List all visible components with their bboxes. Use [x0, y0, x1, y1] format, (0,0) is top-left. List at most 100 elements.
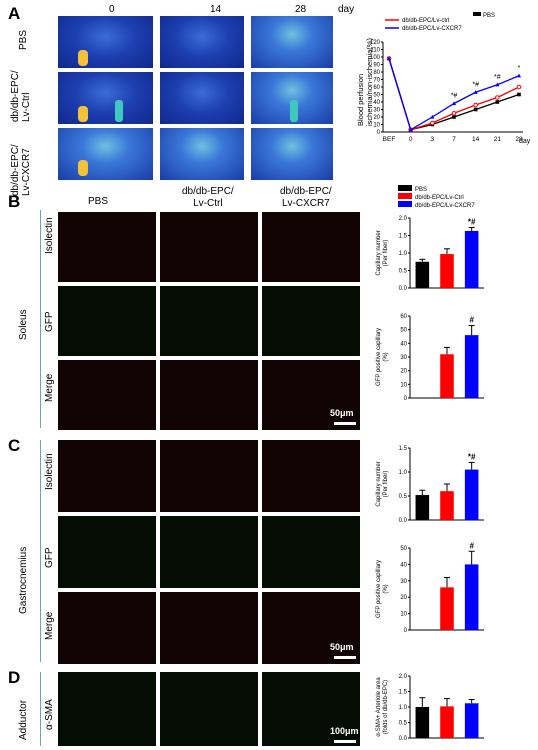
bar-chart-soleus-capillary: Capillary number(Per fiber) 0.0 0.5 1.0 1.5 2…	[376, 216, 484, 292]
scale-bar-d	[334, 740, 356, 743]
scale-bar-label-d: 100μm	[330, 726, 359, 736]
y-tick-label: 40	[400, 562, 407, 568]
data-point	[387, 56, 391, 61]
y-tick-label: 0	[404, 396, 408, 402]
y-tick-label: 50	[373, 93, 380, 99]
bar-chart-gastro-capillary: Capillary number(Per fiber) 0.0 0.5 1.0 1.5 *…	[376, 446, 484, 524]
ylabel-line: α-SMA+ Arteriole area	[376, 677, 382, 737]
y-tick-label: 2.0	[399, 216, 408, 222]
significance-annotation: #	[469, 541, 474, 550]
micrograph-sma-ctrl	[160, 672, 258, 746]
ylabel-line: Capillary number	[376, 461, 382, 506]
y-tick-label: 1.5	[399, 446, 408, 452]
y-tick-label: 10	[373, 123, 380, 129]
data-point	[430, 114, 435, 119]
bar-chart-gastro-gfp: GFP positive capillary(%) 0 10 20 30 40 50 #	[376, 541, 484, 634]
micrograph-isolectin-pbs	[58, 440, 156, 512]
y-tick-label: 120	[370, 40, 381, 46]
tissue-bracket	[40, 672, 41, 746]
column-label-pbs: PBS	[88, 196, 109, 207]
significance-annotation: *#	[468, 452, 476, 461]
micrograph-merge-pbs	[58, 592, 156, 664]
y-tick-label: 0.5	[399, 721, 408, 727]
data-point	[517, 73, 521, 78]
day-label-0: 0	[109, 4, 115, 15]
x-tick-label: 14	[472, 136, 480, 143]
y-tick-label: 20	[400, 369, 407, 375]
y-tick-label: 40	[400, 341, 407, 347]
bar-0	[415, 261, 430, 288]
significance-annotation: #	[469, 316, 474, 325]
legend-swatch-ctrl	[398, 193, 412, 199]
bar-chart-ylabel: Capillary number(Per fiber)	[376, 461, 389, 506]
panel-letter-a: A	[8, 4, 21, 23]
y-tick-label: 10	[400, 612, 407, 618]
y-tick-label: 60	[373, 85, 380, 91]
legend-label-cxcr7: db/db-EPC/Lv-CXCR7	[402, 26, 462, 32]
y-tick-label: 50	[400, 328, 407, 334]
scale-bar-label-c: 50μm	[330, 642, 354, 652]
legend-label-pbs: PBS	[483, 13, 495, 19]
bar-1	[440, 254, 454, 288]
day-label-14: 14	[210, 4, 222, 15]
tissue-label-soleus: Soleus	[18, 309, 29, 340]
bar-2	[464, 469, 479, 520]
foot-hotspot	[78, 106, 88, 122]
data-point	[516, 84, 522, 90]
micrograph-merge-ctrl	[160, 360, 258, 430]
data-point	[495, 95, 500, 100]
bar-2	[464, 335, 479, 398]
y-tick-label: 20	[400, 595, 407, 601]
scale-bar-c	[334, 656, 356, 659]
line-chart-xlabel: day	[519, 138, 531, 145]
ylabel-line: (%)	[383, 584, 389, 593]
legend-label-ctrl: db/db-EPC/Lv-ctrl	[402, 18, 449, 24]
y-tick-label: 10	[400, 382, 407, 388]
micrograph-gfp-ctrl	[160, 516, 258, 588]
data-point	[473, 107, 478, 112]
y-tick-label: 2.0	[399, 674, 408, 680]
scale-bar-b	[334, 422, 356, 425]
micrograph-sma-pbs	[58, 672, 156, 746]
x-tick-label: 7	[452, 136, 456, 143]
panel-a-row-ctrl: db/db-EPC/ Lv-Ctrl	[10, 70, 32, 122]
thermal-image-ctrl-day14	[160, 72, 244, 124]
y-tick-label: 0.0	[399, 736, 408, 742]
micrograph-sma-cxcr7	[262, 672, 360, 746]
ylabel-line: Capillary number	[376, 230, 382, 275]
leg-region	[115, 100, 123, 122]
legend-swatch-pbs	[398, 185, 412, 191]
bar-legend: PBS db/db-EPC/Lv-Ctrl db/db-EPC/Lv-CXCR7	[398, 185, 475, 209]
micrograph-gfp-pbs	[58, 516, 156, 588]
stain-label-merge: Merge	[44, 611, 55, 640]
ylabel-line: GFP positive capillary	[376, 560, 382, 618]
x-tick-label: 21	[494, 136, 502, 143]
y-tick-label: 0.0	[399, 518, 408, 524]
significance-annotation: *#	[494, 74, 501, 81]
panel-letter-b: B	[8, 192, 21, 211]
micrograph-isolectin-ctrl	[160, 212, 258, 282]
micrograph-isolectin-cxcr7	[262, 212, 360, 282]
thermal-image-cxcr7-day28	[251, 128, 333, 180]
micrograph-merge-pbs	[58, 360, 156, 430]
micrograph-gfp-pbs	[58, 286, 156, 356]
bar-2	[464, 703, 479, 738]
micrograph-merge-cxcr7	[262, 592, 360, 664]
stain-label-isolectin: Isolectin	[44, 217, 55, 254]
y-tick-label: 0.5	[399, 269, 408, 275]
bar-1	[440, 706, 454, 738]
y-tick-label: 0	[377, 130, 381, 136]
stain-label-gfp: GFP	[44, 311, 55, 332]
thermal-image-pbs-day14	[160, 16, 244, 68]
y-tick-label: 1.0	[399, 251, 408, 257]
bar-chart-soleus-gfp: GFP positive capillary(%) 0 10 20 30 40 50 60 #	[376, 314, 484, 402]
perfusion-line-chart: PBS db/db-EPC/Lv-ctrl db/db-EPC/Lv-CXCR7…	[370, 12, 523, 143]
thermal-image-pbs-day0	[58, 16, 153, 68]
thermal-image-pbs-day28	[251, 16, 333, 68]
bar-2	[464, 564, 479, 630]
tissue-bracket	[40, 210, 41, 428]
panel-a-row-pbs: PBS	[18, 29, 29, 50]
bar-0	[415, 707, 430, 738]
legend-label-pbs: PBS	[415, 187, 427, 193]
y-tick-label: 80	[373, 70, 380, 76]
